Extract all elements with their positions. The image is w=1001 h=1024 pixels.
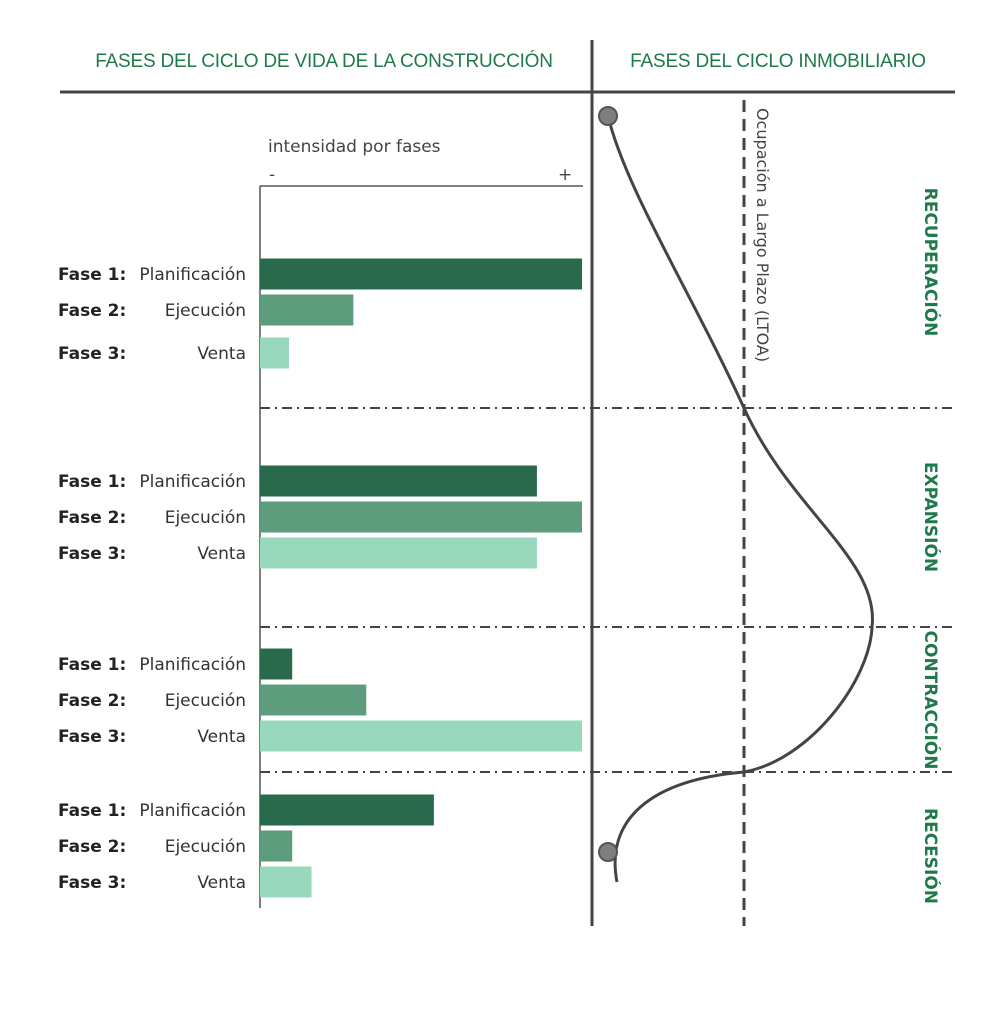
bar-1-fase-2 (260, 294, 354, 326)
phase-name-3-2: Ejecución (165, 691, 246, 711)
bar-3-fase-2 (260, 684, 367, 716)
stage-label-3: CONTRACCIÓN (920, 631, 942, 770)
left-header-title: FASES DEL CICLO DE VIDA DE LA CONSTRUCCI… (95, 50, 553, 72)
phase-name-1-2: Ejecución (165, 301, 246, 321)
fase-label-4-1: Fase 1: (58, 801, 126, 821)
fase-label-2-2: Fase 2: (58, 508, 126, 528)
fase-label-1-1: Fase 1: (58, 265, 126, 285)
bar-1-fase-3 (260, 337, 289, 369)
fase-label-4-2: Fase 2: (58, 837, 126, 857)
fase-label-4-3: Fase 3: (58, 873, 126, 893)
bar-2-fase-2 (260, 501, 582, 533)
bar-3-fase-3 (260, 720, 582, 752)
phase-name-2-3: Venta (197, 544, 246, 564)
axis-title: intensidad por fases (268, 137, 441, 157)
cycle-end-dot (598, 842, 618, 862)
cycle-curve (606, 115, 874, 883)
bars-layer (260, 258, 582, 898)
bar-1-fase-1 (260, 258, 582, 290)
fase-label-2-3: Fase 3: (58, 544, 126, 564)
fase-label-1-2: Fase 2: (58, 301, 126, 321)
fase-label-2-1: Fase 1: (58, 472, 126, 492)
stage-label-2: EXPANSIÓN (920, 462, 942, 572)
phase-name-4-1: Planificación (139, 801, 246, 821)
bar-2-fase-1 (260, 465, 537, 497)
right-header-title: FASES DEL CICLO INMOBILIARIO (630, 51, 926, 72)
stage-label-4: RECESIÓN (920, 808, 942, 904)
stage-label-1: RECUPERACIÓN (920, 188, 942, 337)
bar-4-fase-1 (260, 794, 434, 826)
bar-4-fase-2 (260, 830, 293, 862)
phase-name-1-3: Venta (197, 344, 246, 364)
fase-label-3-1: Fase 1: (58, 655, 126, 675)
stage-labels-layer: RECUPERACIÓN EXPANSIÓN CONTRACCIÓN RECESIÓN (920, 188, 942, 904)
phase-name-3-1: Planificación (139, 655, 246, 675)
bar-3-fase-1 (260, 648, 293, 680)
phase-name-4-2: Ejecución (165, 837, 246, 857)
axis-max-label: + (558, 165, 572, 185)
bar-4-fase-3 (260, 866, 312, 898)
phase-name-4-3: Venta (197, 873, 246, 893)
fase-label-1-3: Fase 3: (58, 344, 126, 364)
fase-label-3-2: Fase 2: (58, 691, 126, 711)
cycle-start-dot (598, 106, 618, 126)
fase-label-3-3: Fase 3: (58, 727, 126, 747)
phase-name-2-2: Ejecución (165, 508, 246, 528)
bar-2-fase-3 (260, 537, 537, 569)
phase-name-2-1: Planificación (139, 472, 246, 492)
ltoa-label: Ocupación a Largo Plazo (LTOA) (753, 108, 772, 362)
phase-name-1-1: Planificación (139, 265, 246, 285)
phase-name-3-3: Venta (197, 727, 246, 747)
axis-min-label: - (269, 165, 275, 185)
labels-layer: Fase 1: Planificación Fase 2: Ejecución Fase… (58, 265, 246, 893)
